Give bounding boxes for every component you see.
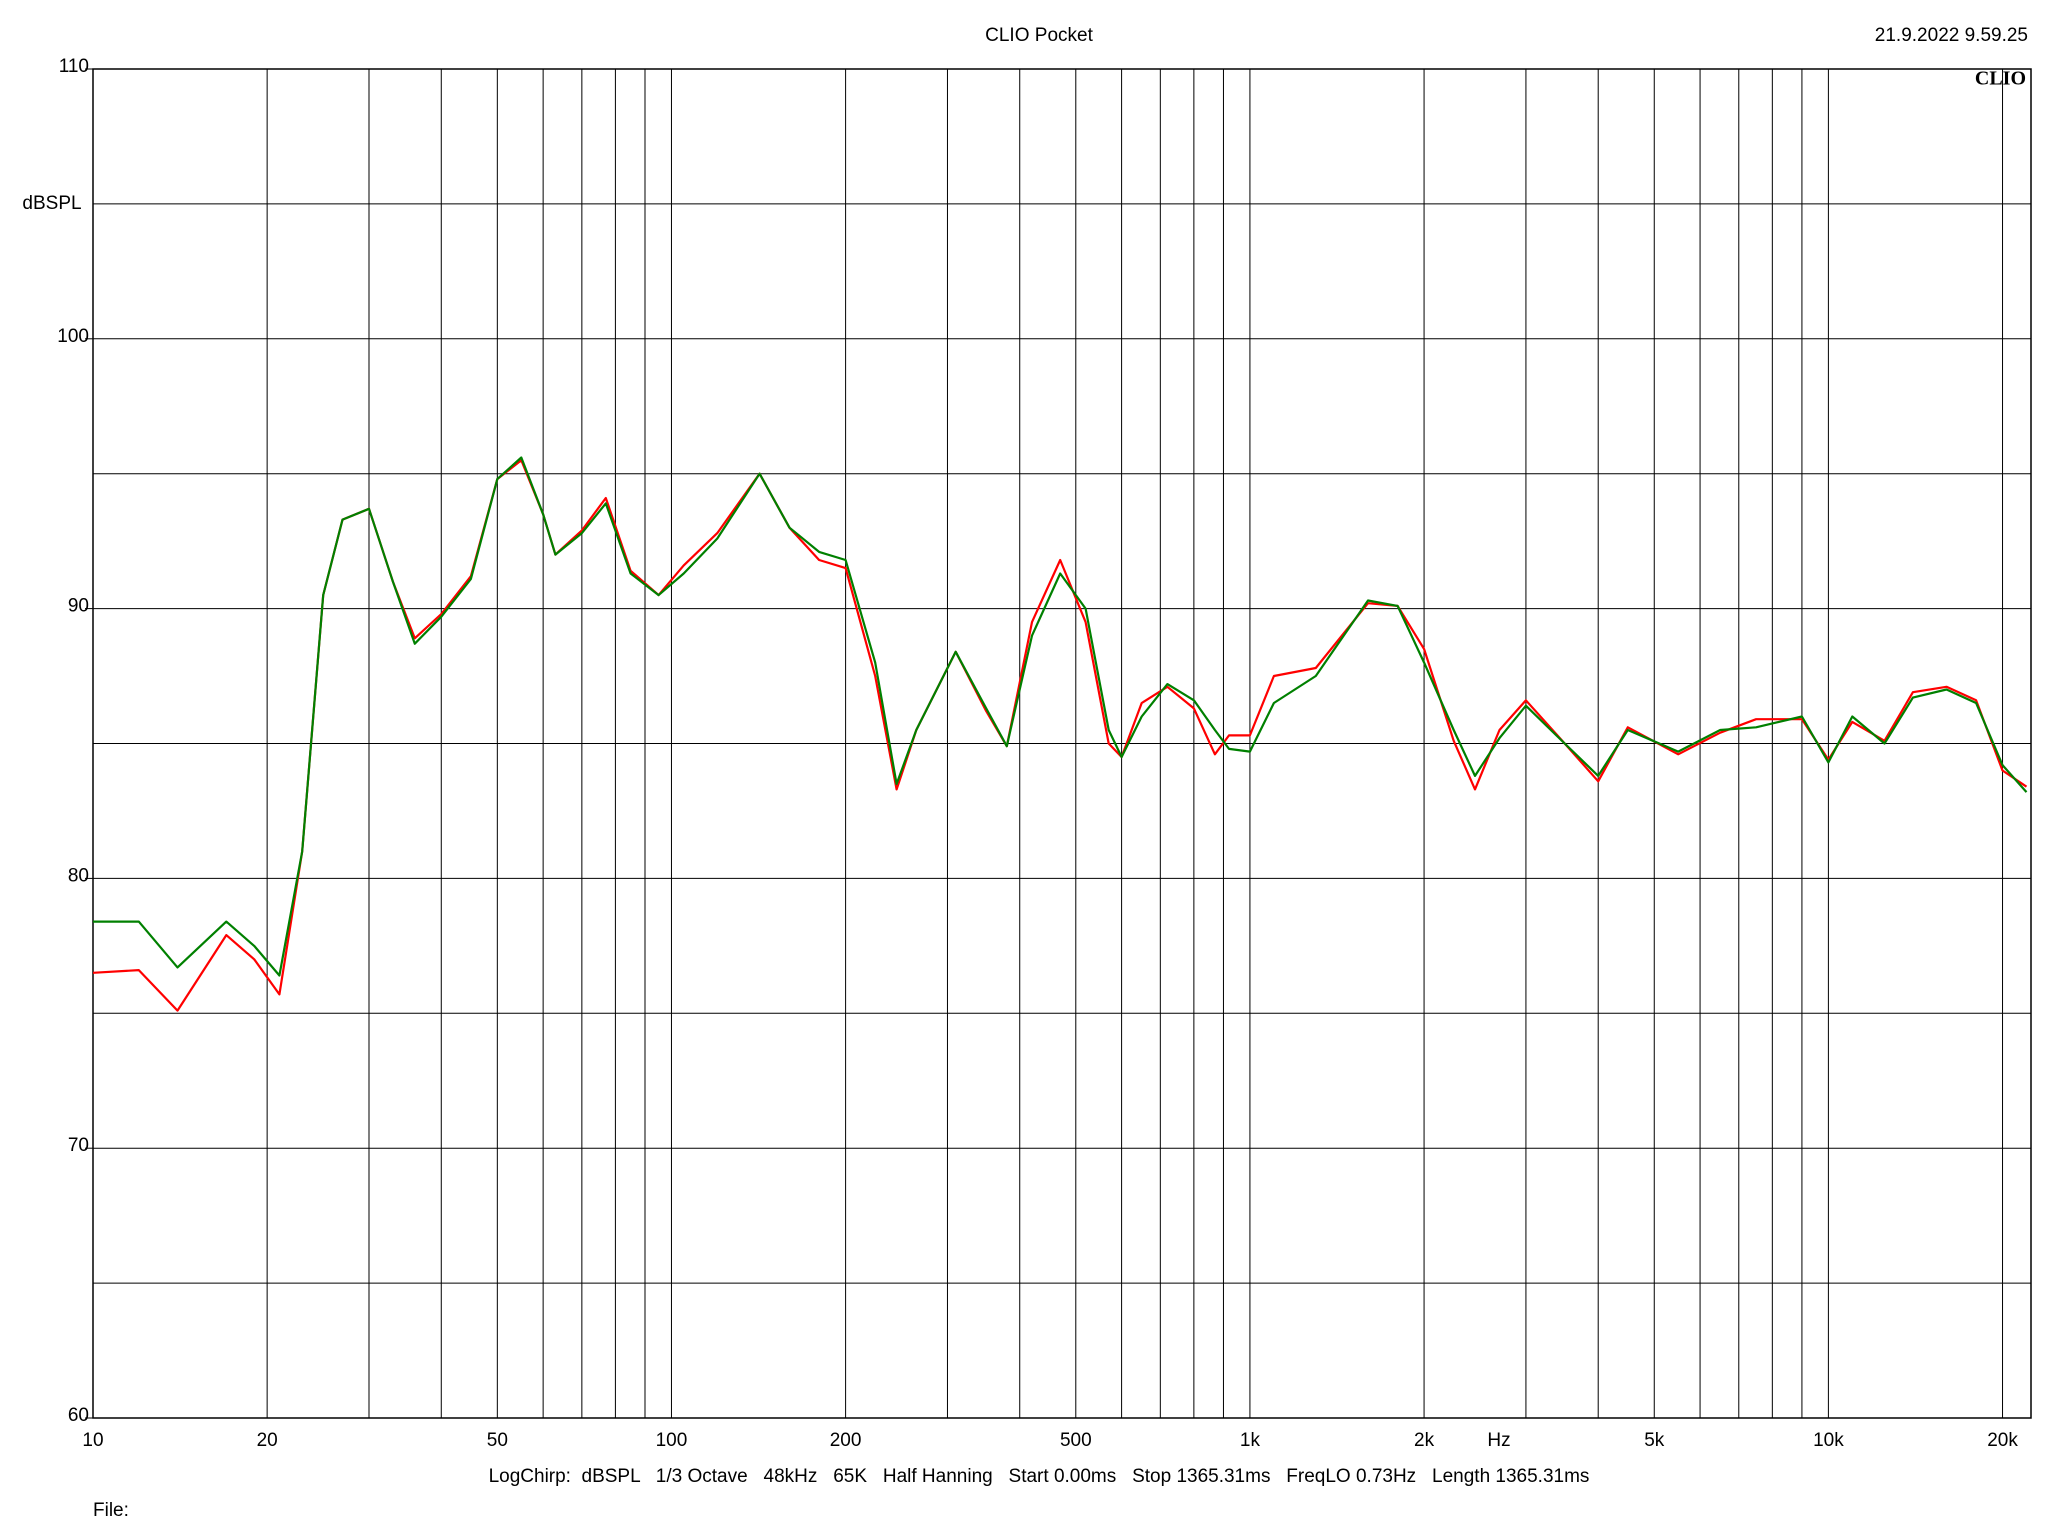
x-tick-label: 10 — [82, 1430, 103, 1451]
x-tick-label: 1k — [1240, 1430, 1261, 1451]
x-tick-label: 5k — [1644, 1430, 1665, 1451]
x-tick-label: 10k — [1813, 1430, 1844, 1451]
y-tick-label: 110 — [59, 56, 89, 77]
x-tick-label: 2k — [1414, 1430, 1435, 1451]
x-tick-label: 100 — [656, 1430, 688, 1451]
y-axis-label: dBSPL — [22, 193, 81, 214]
footer: LogChirp: dBSPL 1/3 Octave 48kHz 65K Hal… — [489, 1466, 1590, 1487]
plot-frame — [92, 68, 2032, 1419]
x-tick-label: 200 — [830, 1430, 862, 1451]
y-tick-label: 80 — [68, 865, 89, 886]
x-tick-label: 50 — [487, 1430, 508, 1451]
logo: CLIO — [1975, 68, 2026, 90]
y-tick-label: 60 — [68, 1405, 89, 1426]
x-tick-label: 20k — [1987, 1430, 2018, 1451]
x-tick-label: 20 — [257, 1430, 278, 1451]
x-tick-label: 500 — [1060, 1430, 1092, 1451]
y-tick-label: 100 — [57, 326, 89, 347]
series-line — [93, 456, 2028, 977]
timestamp: 21.9.2022 9.59.25 — [1875, 25, 2028, 46]
file-label: File: — [93, 1500, 129, 1521]
y-tick-label: 70 — [68, 1135, 89, 1156]
chart-title: CLIO Pocket — [985, 25, 1093, 46]
x-axis-label: Hz — [1487, 1430, 1510, 1451]
y-tick-label: 90 — [68, 596, 89, 617]
